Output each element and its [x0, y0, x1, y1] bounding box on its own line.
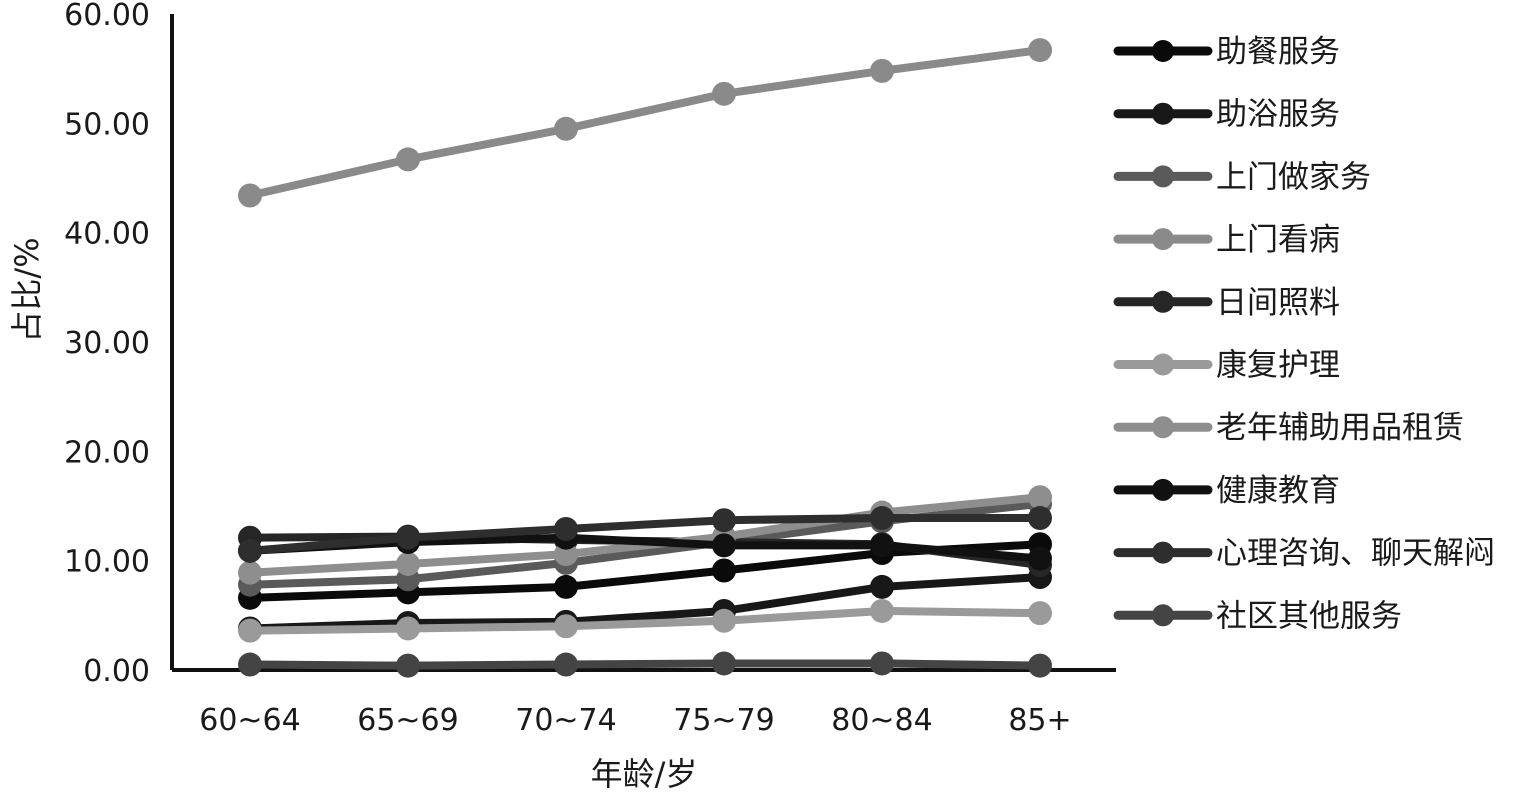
legend-label: 老年辅助用品租赁 — [1216, 410, 1464, 446]
data-point — [1028, 546, 1052, 571]
data-point — [554, 516, 578, 541]
y-tick-label: 30.00 — [64, 326, 150, 361]
x-axis-title: 年龄/岁 — [591, 755, 698, 792]
data-point — [712, 533, 736, 558]
data-point — [1028, 485, 1052, 510]
data-point — [396, 147, 420, 172]
x-tick-labels: 60~64 65~69 70~74 75~79 80~84 85+ — [199, 703, 1071, 738]
legend-swatch-marker — [1152, 165, 1174, 188]
data-point — [238, 560, 262, 585]
data-point — [870, 58, 894, 83]
legend-swatch-marker — [1152, 604, 1174, 627]
data-point — [712, 81, 736, 106]
data-point — [396, 653, 420, 678]
series-3 — [238, 38, 1052, 208]
x-tick-label: 65~69 — [357, 703, 458, 738]
x-tick-label: 60~64 — [199, 703, 300, 738]
data-point — [238, 652, 262, 677]
data-point — [396, 525, 420, 550]
legend-label: 康复护理 — [1216, 348, 1340, 384]
data-point — [238, 183, 262, 208]
legend-label: 上门看病 — [1216, 222, 1340, 258]
data-point — [238, 618, 262, 643]
data-point — [396, 616, 420, 641]
legend-swatch-marker — [1152, 228, 1174, 251]
legend-item: 助餐服务 — [1113, 34, 1340, 70]
x-tick-label: 70~74 — [515, 703, 616, 738]
legend-label: 心理咨询、聊天解闷 — [1216, 536, 1495, 572]
data-point — [870, 506, 894, 531]
x-tick-label: 85+ — [1008, 703, 1071, 738]
legend-item: 健康教育 — [1113, 473, 1340, 509]
y-tick-label: 60.00 — [64, 0, 150, 33]
data-point — [712, 508, 736, 533]
legend-label: 上门做家务 — [1216, 159, 1371, 195]
legend-item: 社区其他服务 — [1113, 598, 1402, 634]
series-line — [246, 514, 1044, 555]
legend-label: 健康教育 — [1216, 473, 1340, 509]
data-point — [554, 574, 578, 599]
legend-item: 康复护理 — [1113, 348, 1340, 384]
series-line — [246, 573, 1044, 633]
data-point — [554, 116, 578, 141]
data-point — [238, 538, 262, 563]
legend-swatch-marker — [1152, 478, 1174, 501]
y-axis-title: 占比/% — [8, 237, 46, 342]
legend-swatch-marker — [1152, 416, 1174, 439]
data-point — [712, 608, 736, 633]
legend-swatch-marker — [1152, 102, 1174, 125]
axes — [170, 14, 1116, 672]
legend-swatch-marker — [1152, 541, 1174, 564]
series-line — [246, 606, 1044, 635]
legend-item: 上门做家务 — [1113, 159, 1371, 195]
data-point — [396, 551, 420, 576]
legend-label: 助餐服务 — [1216, 34, 1340, 70]
data-point — [1028, 38, 1052, 63]
series-line — [246, 46, 1044, 200]
legend-label: 社区其他服务 — [1216, 598, 1402, 634]
y-tick-label: 0.00 — [83, 654, 150, 689]
series-line — [246, 659, 1044, 670]
legend-item: 助浴服务 — [1113, 97, 1340, 133]
legend-label: 日间照料 — [1216, 285, 1340, 321]
x-tick-label: 75~79 — [673, 703, 774, 738]
series-8 — [238, 506, 1052, 563]
legend-item: 老年辅助用品租赁 — [1113, 410, 1464, 446]
data-point — [1028, 506, 1052, 531]
plot-area — [238, 38, 1052, 678]
legend-swatch-marker — [1152, 40, 1174, 62]
data-point — [554, 614, 578, 639]
series-5 — [238, 598, 1052, 643]
series-9 — [238, 651, 1052, 678]
legend-item: 日间照料 — [1113, 285, 1340, 321]
data-point — [1028, 601, 1052, 626]
data-point — [870, 598, 894, 623]
legend-label: 助浴服务 — [1216, 97, 1340, 133]
data-point — [870, 651, 894, 676]
x-tick-label: 80~84 — [831, 703, 932, 738]
legend-item: 上门看病 — [1113, 222, 1340, 258]
legend-item: 心理咨询、聊天解闷 — [1113, 536, 1495, 572]
data-point — [712, 558, 736, 583]
data-point — [870, 533, 894, 558]
y-tick-labels: 0.00 10.00 20.00 30.00 40.00 50.00 60.00 — [64, 0, 150, 689]
legend-swatch-marker — [1152, 353, 1174, 376]
y-tick-label: 10.00 — [64, 545, 150, 580]
data-point — [712, 651, 736, 676]
data-point — [554, 542, 578, 567]
data-point — [1028, 653, 1052, 678]
legend: 助餐服务助浴服务上门做家务上门看病日间照料康复护理老年辅助用品租赁健康教育心理咨… — [1113, 34, 1495, 634]
legend-swatch-marker — [1152, 290, 1174, 313]
y-tick-label: 20.00 — [64, 435, 150, 470]
data-point — [554, 652, 578, 677]
data-point — [870, 574, 894, 599]
y-tick-label: 50.00 — [64, 107, 150, 142]
y-tick-label: 40.00 — [64, 217, 150, 252]
